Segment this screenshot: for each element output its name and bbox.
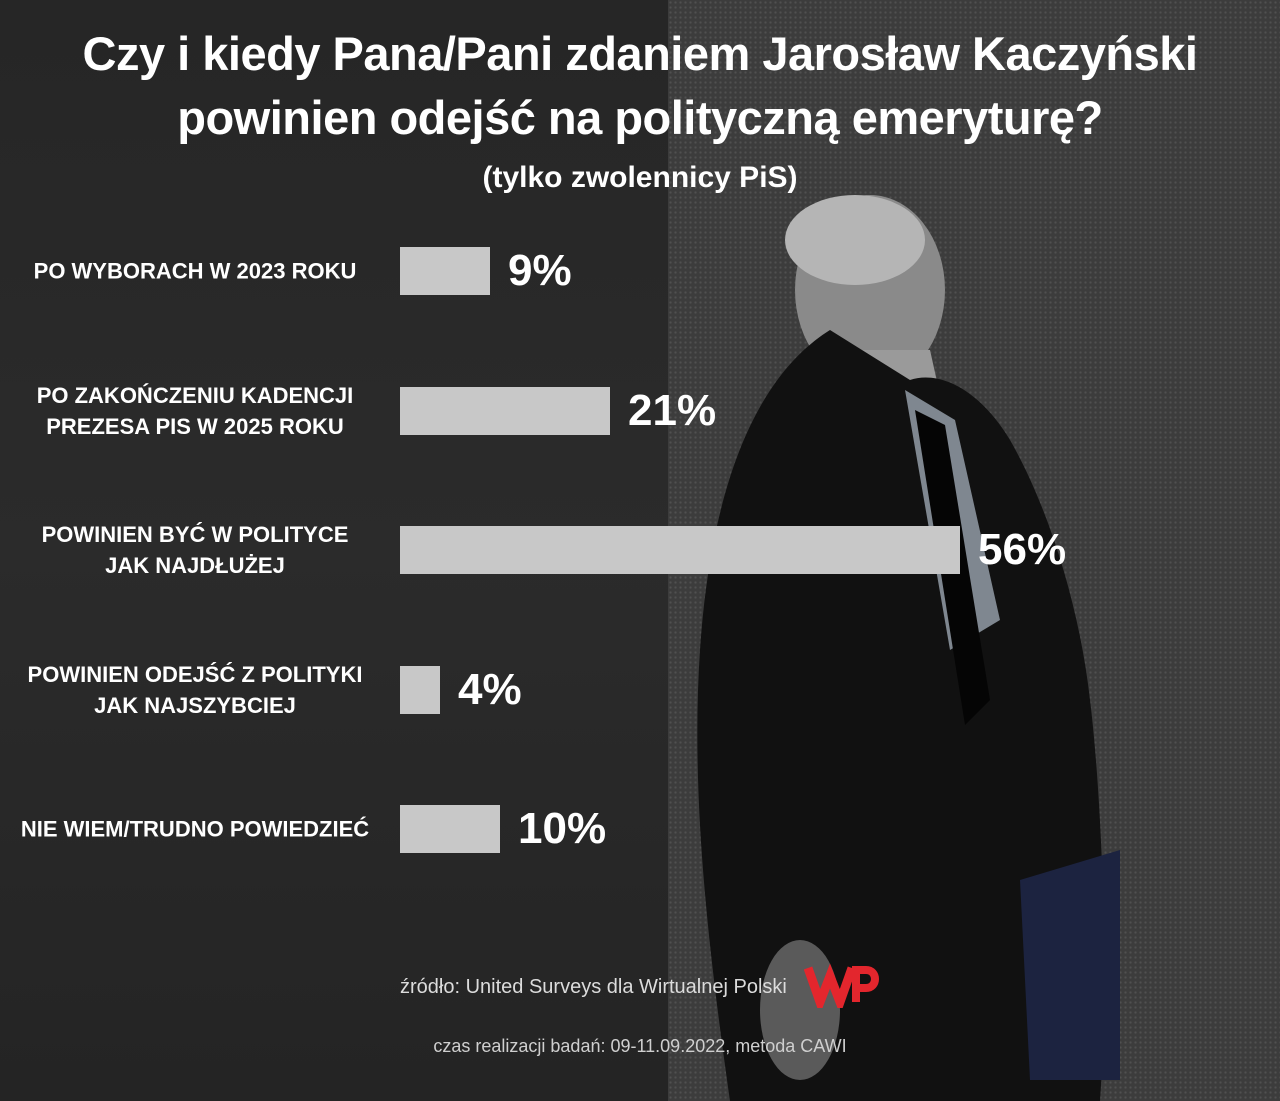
chart-title-line1: Czy i kiedy Pana/Pani zdaniem Jarosław K… [82,27,1198,80]
category-label: POWINIEN BYĆ W POLITYCE JAK NAJDŁUŻEJ [41,522,349,578]
chart-subtitle: (tylko zwolennicy PiS) [482,161,798,194]
value-label: 4% [458,664,522,714]
bar [400,247,490,295]
value-label: 56% [978,525,1067,574]
source-text: źródło: United Surveys dla Wirtualnej Po… [400,976,787,998]
category-label: PO WYBORACH W 2023 ROKU [33,258,357,284]
chart-title-line2: powinien odejść na polityczną emeryturę? [177,91,1103,144]
wp-logo [804,963,879,1008]
survey-note: czas realizacji badań: 09-11.09.2022, me… [433,1036,847,1056]
person-silhouette [697,195,1120,1101]
value-label: 9% [508,246,572,295]
chart-title: Czy i kiedy Pana/Pani zdaniem Jarosław K… [0,22,1280,150]
bar [400,805,500,853]
bar [400,526,960,574]
category-label: NIE WIEM/TRUDNO POWIEDZIEĆ [20,816,370,842]
value-label: 21% [628,385,717,435]
value-label: 10% [518,804,607,853]
bar [400,386,610,435]
bar [400,665,440,714]
category-label: PO ZAKOŃCZENIU KADENCJI PREZESA PIS W 20… [36,382,354,439]
category-label: POWINIEN ODEJŚĆ Z POLITYKI JAK NAJSZYBCI… [27,661,363,718]
